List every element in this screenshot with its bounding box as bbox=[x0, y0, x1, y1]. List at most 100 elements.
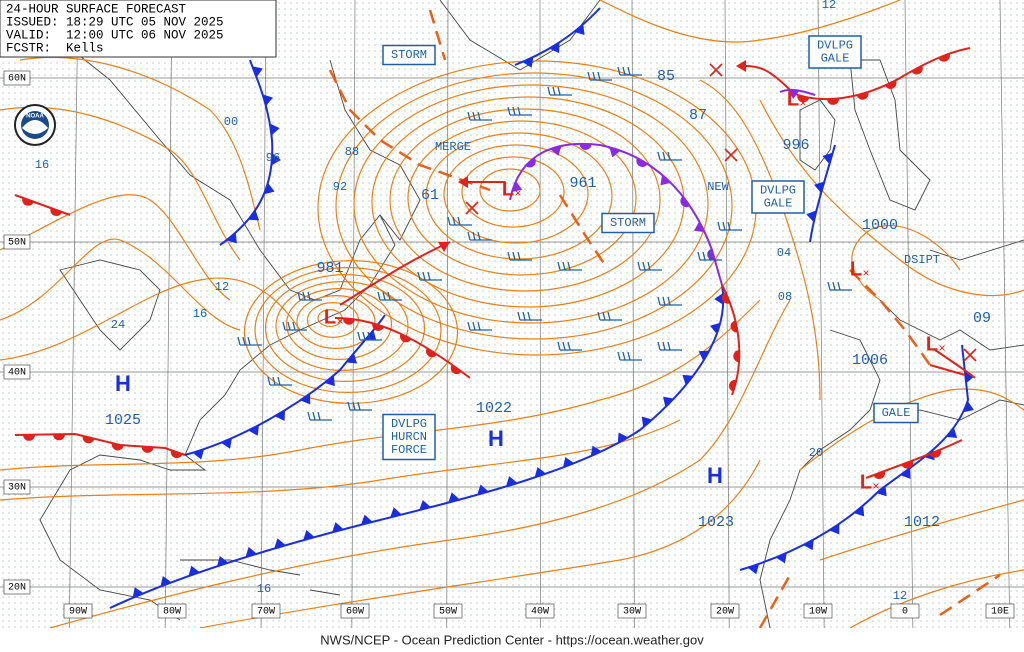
latitude-label: 60N bbox=[8, 74, 26, 85]
cold-front-triangle bbox=[419, 499, 431, 511]
cold-front-triangle bbox=[303, 530, 315, 541]
position-cross bbox=[724, 148, 738, 162]
annotation: NEW bbox=[707, 180, 729, 194]
troughs bbox=[328, 9, 1001, 629]
cold-front-triangle bbox=[964, 371, 975, 384]
wind-barb bbox=[827, 281, 852, 291]
low-center-x: × bbox=[799, 96, 806, 110]
warning-text: HURCN bbox=[391, 430, 427, 444]
cold-front-triangle bbox=[574, 24, 585, 35]
cold-front-triangle bbox=[549, 42, 560, 54]
isobar-label: 88 bbox=[345, 145, 359, 159]
cold-front-triangle bbox=[361, 514, 373, 525]
arrow-head bbox=[438, 242, 450, 252]
warm-front-semicircle bbox=[170, 450, 183, 459]
isobar bbox=[479, 168, 541, 212]
track-arrow bbox=[934, 349, 976, 379]
cold-front-triangle bbox=[264, 182, 275, 195]
wind-barb bbox=[417, 271, 442, 281]
footer-credit: NWS/NCEP - Ocean Prediction Center - htt… bbox=[320, 632, 704, 647]
low-symbol: L bbox=[324, 306, 336, 328]
cold-front-triangle bbox=[822, 152, 833, 165]
cold-front-triangle bbox=[188, 565, 200, 577]
warm-front-semicircle bbox=[721, 292, 731, 304]
warning-box bbox=[382, 44, 436, 66]
cold-front-triangle bbox=[248, 210, 260, 221]
wind-barb bbox=[557, 261, 582, 271]
wind-barb bbox=[297, 291, 322, 301]
cold-front-triangle bbox=[192, 449, 205, 460]
longitude-label: 60W bbox=[346, 607, 364, 618]
wind-barb bbox=[377, 291, 402, 301]
warning-text: FORCE bbox=[391, 443, 427, 457]
pressure-label: 1006 bbox=[852, 352, 888, 369]
warm-front-semicircle bbox=[885, 80, 897, 89]
cold-front-triangle bbox=[252, 66, 263, 78]
low-center-x: × bbox=[862, 266, 869, 280]
warm-front-semicircle bbox=[636, 157, 648, 167]
cold-front-triangle bbox=[829, 523, 840, 535]
cold-front-triangle bbox=[900, 468, 911, 479]
longitude-line bbox=[999, 0, 1011, 629]
longitude-label: 90W bbox=[69, 607, 87, 618]
header-title: 24-HOUR SURFACE FORECAST bbox=[6, 2, 187, 16]
wind-barb bbox=[517, 311, 542, 321]
wind-barb bbox=[447, 216, 472, 226]
cold-front-triangle bbox=[698, 350, 710, 361]
low-symbol: L bbox=[787, 88, 799, 110]
isobar bbox=[275, 281, 409, 372]
pressure-label: 61 bbox=[421, 187, 439, 204]
pressure-label: 961 bbox=[569, 175, 596, 192]
latitude-label: 30N bbox=[8, 483, 26, 494]
warm-front-semicircle bbox=[111, 443, 124, 451]
isobar-label: 08 bbox=[778, 290, 792, 304]
warning-text: GALE bbox=[821, 52, 850, 66]
cold-front-triangle bbox=[448, 492, 460, 503]
cold-front-triangle bbox=[550, 145, 562, 156]
cold-front-triangle bbox=[365, 330, 377, 341]
cold-front-triangle bbox=[274, 538, 286, 549]
cold-front-triangle bbox=[663, 396, 674, 408]
isobar bbox=[389, 108, 661, 292]
warm-front-semicircle bbox=[911, 65, 923, 75]
warning-box bbox=[382, 413, 436, 461]
warning-text: DVLPG bbox=[760, 184, 796, 198]
warm-front-semicircle bbox=[901, 460, 914, 469]
cold-front-triangle bbox=[331, 522, 344, 533]
warm-front-semicircle bbox=[938, 53, 950, 62]
logo-text: NOAA bbox=[26, 114, 44, 120]
warm-front-semicircle bbox=[22, 197, 34, 206]
isobar bbox=[264, 274, 426, 383]
warm-front-semicircle bbox=[856, 92, 869, 100]
isobar-label: 92 bbox=[333, 180, 347, 194]
cold-front-triangle bbox=[714, 292, 724, 305]
isobar bbox=[461, 156, 565, 228]
warning-box bbox=[601, 212, 655, 234]
wind-barb bbox=[467, 231, 492, 241]
track-arrow bbox=[339, 241, 451, 306]
high-symbol: H bbox=[707, 463, 723, 488]
cold-front-triangle bbox=[160, 576, 172, 587]
header-valid: VALID: 12:00 UTC 06 NOV 2025 bbox=[6, 28, 224, 42]
longitude-line bbox=[724, 0, 730, 629]
cold-front-triangle bbox=[271, 153, 281, 166]
longitude-line bbox=[164, 0, 173, 629]
cold-front-triangle bbox=[562, 457, 575, 468]
cold-front-triangle bbox=[274, 410, 286, 421]
cold-front-triangle bbox=[220, 438, 233, 449]
warm-front-semicircle bbox=[728, 379, 737, 392]
wind-barb bbox=[587, 71, 612, 81]
isobar-label: 16 bbox=[257, 582, 271, 596]
wind-barb bbox=[697, 251, 722, 261]
cold-front-triangle bbox=[269, 123, 280, 136]
wind-barb bbox=[357, 331, 382, 341]
longitude-line bbox=[904, 0, 914, 629]
low-center-x: × bbox=[872, 479, 879, 493]
pressure-label: 1022 bbox=[476, 400, 512, 417]
cold-front-triangle bbox=[803, 539, 814, 551]
longitude-line bbox=[817, 0, 825, 629]
wind-barb bbox=[547, 86, 572, 96]
isobar-label: 04 bbox=[777, 246, 791, 260]
high-symbol: H bbox=[115, 371, 131, 396]
isobar bbox=[425, 132, 613, 260]
